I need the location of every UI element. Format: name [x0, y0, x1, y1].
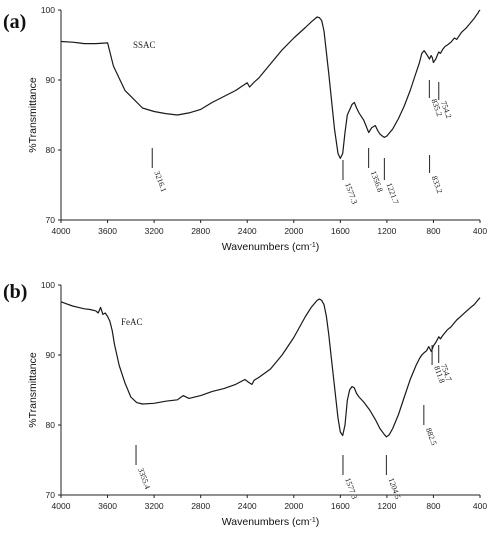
spectrum-line: [60, 297, 481, 438]
x-tick-label: 3600: [98, 501, 117, 511]
x-tick-label: 2800: [191, 226, 210, 236]
y-axis-title: %Transmittance: [27, 77, 39, 153]
x-tick-label: 400: [473, 226, 487, 236]
x-axis-title: Wavenumbers (cm-1): [222, 241, 319, 253]
x-tick-label: 3200: [145, 501, 164, 511]
ftir-panel-a: 4000 3600 3200 2800 2400 2000 1600 1200 800 400 70…: [0, 0, 495, 270]
x-tick-label: 1600: [331, 226, 350, 236]
x-tick-label: 3200: [145, 226, 164, 236]
x-tick-label: 1200: [377, 226, 396, 236]
y-tick-label: 90: [46, 75, 56, 85]
y-tick-label: 100: [41, 5, 55, 15]
peak-label: 1577.3: [343, 182, 359, 206]
x-tick-label: 2400: [238, 501, 257, 511]
peak-label: 3216.1: [152, 170, 168, 194]
sample-label: SSAC: [133, 40, 156, 50]
x-tick-label: 400: [473, 501, 487, 511]
x-tick-label: 800: [426, 226, 440, 236]
peak-label: 833.2: [430, 175, 445, 195]
panel-label: (a): [3, 11, 26, 33]
panel-label: (b): [3, 281, 27, 303]
spectrum-line: [60, 9, 481, 159]
peak-label: 3355.4: [136, 467, 152, 491]
x-tick-label: 1600: [331, 501, 350, 511]
y-tick-label: 70: [46, 490, 56, 500]
y-tick-label: 80: [46, 145, 56, 155]
y-tick-label: 100: [41, 280, 55, 290]
sample-label: FeAC: [121, 317, 143, 327]
x-tick-label: 1200: [377, 501, 396, 511]
peak-label: 1356.8: [369, 170, 385, 194]
x-tick-label: 2000: [284, 501, 303, 511]
x-tick-label: 4000: [52, 226, 71, 236]
x-axis-title: Wavenumbers (cm-1): [222, 516, 319, 528]
peak-label: 1221.7: [384, 182, 400, 206]
ftir-chart-feac: 4000 3600 3200 2800 2400 2000 1600 1200 800 400 70…: [3, 280, 487, 528]
x-tick-label: 4000: [52, 501, 71, 511]
peak-label: 1204.5: [386, 477, 402, 501]
x-tick-label: 800: [426, 501, 440, 511]
ftir-panel-b: 4000 3600 3200 2800 2400 2000 1600 1200 800 400 70…: [0, 275, 495, 545]
peak-label: 882.5: [424, 427, 439, 447]
x-tick-label: 2000: [284, 226, 303, 236]
y-tick-label: 80: [46, 420, 56, 430]
x-tick-label: 2400: [238, 226, 257, 236]
y-tick-label: 70: [46, 215, 56, 225]
x-tick-label: 3600: [98, 226, 117, 236]
x-tick-label: 2800: [191, 501, 210, 511]
y-axis-title: %Transmittance: [27, 352, 39, 428]
peak-label: 1577.3: [343, 477, 359, 501]
y-tick-label: 90: [46, 350, 56, 360]
ftir-chart-ssac: 4000 3600 3200 2800 2400 2000 1600 1200 800 400 70…: [3, 5, 487, 253]
